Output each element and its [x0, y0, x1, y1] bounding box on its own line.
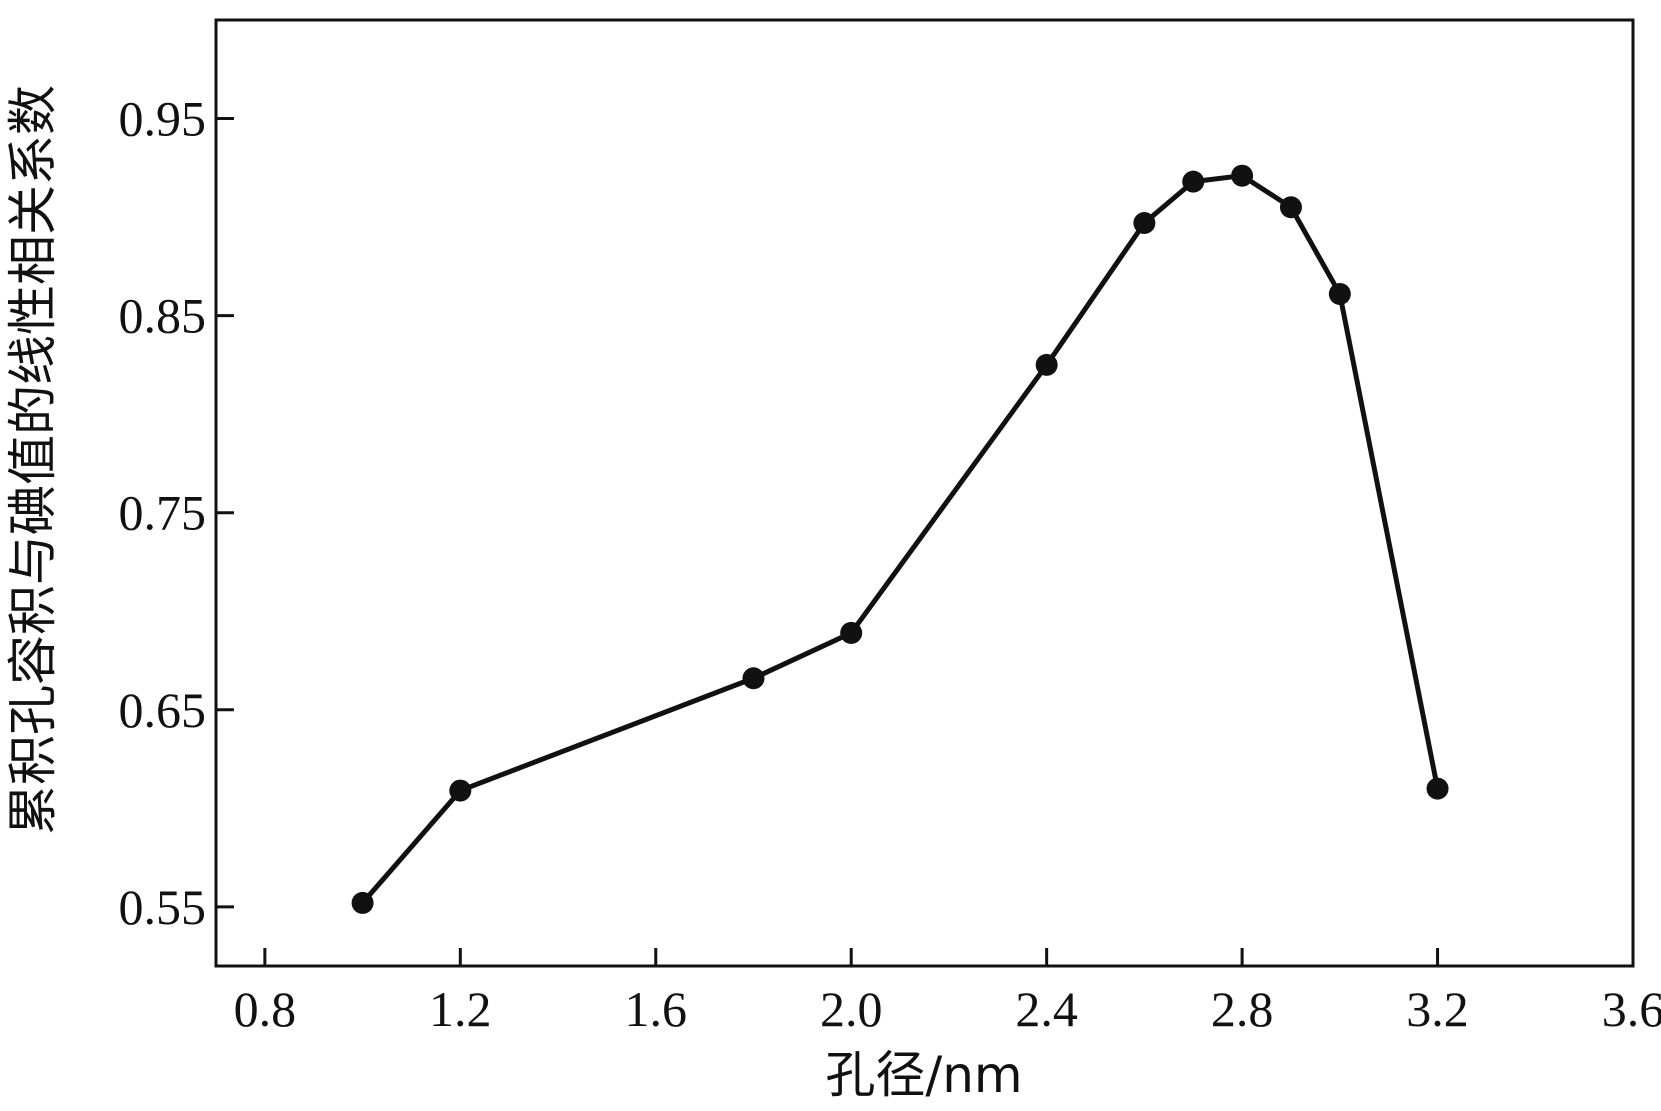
y-tick-label: 0.75 [119, 485, 207, 541]
y-axis-title: 累积孔容积与碘值的线性相关系数 [4, 85, 62, 835]
data-point [840, 621, 863, 644]
data-point [1133, 211, 1156, 234]
x-tick-label: 0.8 [234, 981, 297, 1037]
series-layer [351, 164, 1449, 914]
x-axis-ticks: 0.8 1.2 1.6 2.0 2.4 2.8 3.2 3.6 [234, 948, 1661, 1037]
x-tick-label: 3.2 [1406, 981, 1469, 1037]
data-point [1328, 282, 1351, 305]
x-tick-label: 1.2 [429, 981, 492, 1037]
x-tick-label: 2.0 [820, 981, 883, 1037]
y-tick-label: 0.95 [119, 91, 207, 147]
y-tick-label: 0.55 [119, 879, 207, 935]
x-tick-label: 2.8 [1211, 981, 1274, 1037]
y-axis-ticks: 0.55 0.65 0.75 0.85 0.95 [119, 91, 234, 935]
data-point [1231, 164, 1254, 187]
series-line [360, 173, 1441, 905]
plot-frame [214, 18, 1635, 968]
data-point [742, 667, 765, 690]
x-tick-label: 1.6 [625, 981, 688, 1037]
x-axis-title: 孔径/nm [825, 1046, 1022, 1104]
x-tick-label: 2.4 [1015, 981, 1078, 1037]
data-point [1182, 170, 1205, 193]
y-tick-label: 0.65 [119, 682, 207, 738]
x-tick-label: 3.6 [1602, 981, 1661, 1037]
data-point [351, 891, 374, 914]
data-point [1426, 777, 1449, 800]
y-tick-label: 0.85 [119, 288, 207, 344]
data-point [449, 779, 472, 802]
data-point [1279, 196, 1302, 219]
data-point [1035, 353, 1058, 376]
